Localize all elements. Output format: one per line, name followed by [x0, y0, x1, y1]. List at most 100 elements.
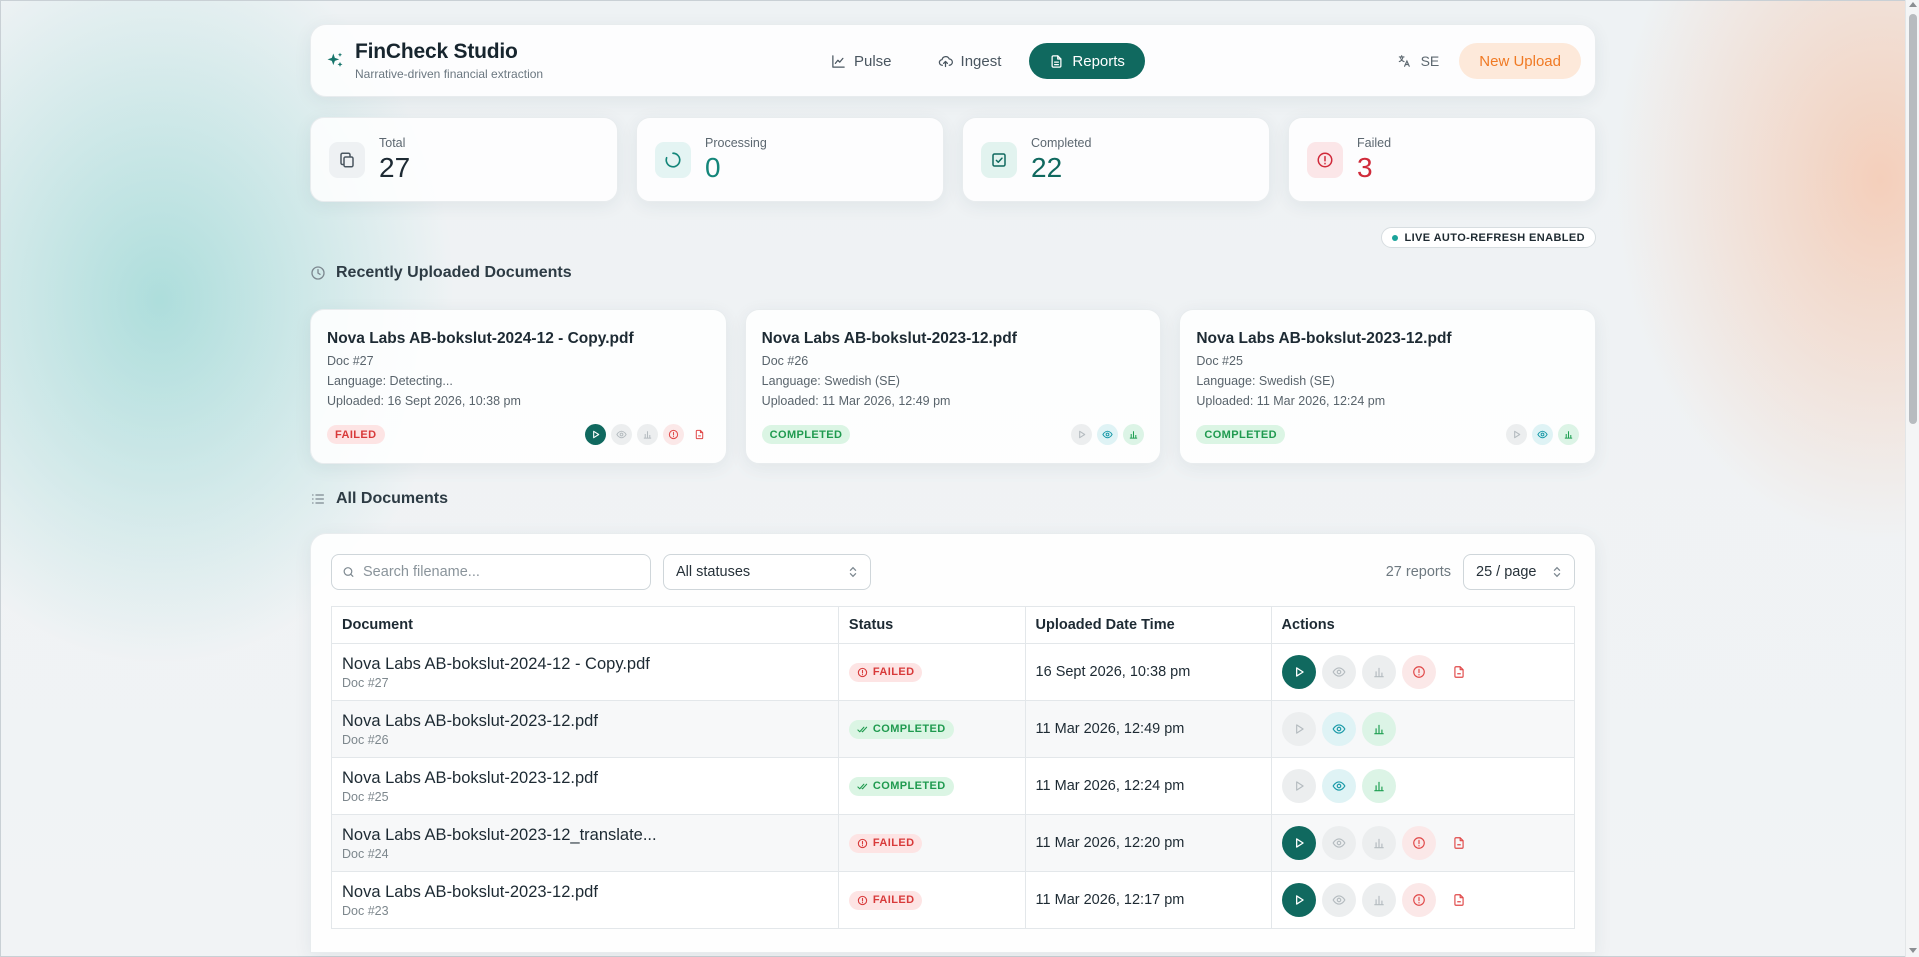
table-row[interactable]: Nova Labs AB-bokslut-2024-12 - Copy.pdf … [331, 643, 1576, 701]
brand[interactable]: FinCheck Studio Narrative-driven financi… [325, 40, 543, 81]
table-row[interactable]: Nova Labs AB-bokslut-2023-12.pdf Doc #25… [331, 757, 1576, 815]
run-button[interactable] [1281, 883, 1316, 917]
play-icon [1295, 724, 1304, 734]
stat-processing-value: 0 [705, 151, 721, 183]
status-badge: COMPLETED [761, 425, 851, 444]
clock-icon [311, 266, 325, 280]
page-scrollbar[interactable] [1905, 0, 1919, 957]
recent-card[interactable]: Nova Labs AB-bokslut-2024-12 - Copy.pdf … [310, 309, 727, 464]
recent-card[interactable]: Nova Labs AB-bokslut-2023-12.pdf Doc #26… [744, 309, 1162, 464]
run-button[interactable] [1281, 655, 1316, 689]
analytics-button[interactable] [1361, 769, 1396, 803]
search-box[interactable] [331, 554, 651, 590]
error-info-icon[interactable] [662, 424, 684, 445]
stat-total: Total 27 [310, 117, 618, 202]
status-badge: COMPLETED [848, 719, 954, 739]
document-name[interactable]: Nova Labs AB-bokslut-2023-12.pdf [342, 711, 598, 730]
app-header: FinCheck Studio Narrative-driven financi… [310, 24, 1596, 97]
play-icon [1295, 895, 1304, 905]
pdf-button[interactable] [1442, 883, 1476, 917]
nav-ingest[interactable]: Ingest [920, 43, 1020, 79]
nav-pulse[interactable]: Pulse [813, 43, 910, 79]
eye-icon[interactable] [1097, 424, 1119, 445]
column-header-uploaded[interactable]: Uploaded Date Time [1024, 606, 1272, 644]
view-button[interactable] [1321, 712, 1356, 746]
live-row: LIVE AUTO-REFRESH ENABLED [310, 227, 1596, 248]
run-button[interactable] [1281, 826, 1316, 860]
new-upload-button[interactable]: New Upload [1459, 43, 1581, 79]
stat-processing: Processing 0 [636, 117, 944, 202]
documents-table: Document Status Uploaded Date Time Actio… [331, 606, 1576, 929]
eye-icon [1332, 724, 1346, 734]
recent-card-language: Language: Swedish (SE) [761, 374, 900, 388]
row-actions [1281, 826, 1564, 860]
document-name[interactable]: Nova Labs AB-bokslut-2023-12.pdf [342, 768, 598, 787]
play-icon[interactable] [584, 424, 606, 445]
status-badge-label: COMPLETED [872, 780, 946, 792]
document-name[interactable]: Nova Labs AB-bokslut-2023-12.pdf [342, 882, 598, 901]
table-row[interactable]: Nova Labs AB-bokslut-2023-12_translate..… [331, 814, 1576, 872]
error-details-button[interactable] [1401, 655, 1436, 689]
live-refresh-label: LIVE AUTO-REFRESH ENABLED [1404, 231, 1585, 244]
bar-chart-icon[interactable] [1558, 424, 1580, 445]
stat-processing-label: Processing [705, 135, 767, 150]
scroll-down-icon[interactable] [1909, 948, 1917, 953]
pdf-icon [1453, 837, 1464, 849]
view-button[interactable] [1321, 883, 1356, 917]
analytics-button[interactable] [1361, 826, 1396, 860]
error-details-button[interactable] [1401, 826, 1436, 860]
recent-card-uploaded: Uploaded: 16 Sept 2026, 10:38 pm [327, 394, 521, 408]
alert-circle-icon [857, 838, 868, 848]
bar-chart-icon[interactable] [636, 424, 658, 445]
recent-card-language: Language: Detecting... [327, 374, 453, 388]
table-row[interactable]: Nova Labs AB-bokslut-2023-12.pdf Doc #26… [331, 700, 1576, 758]
bar-chart-icon [1373, 895, 1384, 906]
app-title: FinCheck Studio [355, 40, 518, 63]
play-icon[interactable] [1506, 424, 1528, 445]
analytics-button[interactable] [1361, 883, 1396, 917]
analytics-button[interactable] [1361, 655, 1396, 689]
view-button[interactable] [1321, 769, 1356, 803]
view-button[interactable] [1321, 655, 1356, 689]
run-button[interactable] [1281, 712, 1316, 746]
eye-icon [1332, 667, 1346, 677]
document-name[interactable]: Nova Labs AB-bokslut-2024-12 - Copy.pdf [342, 654, 650, 673]
recent-card-actions [1071, 424, 1145, 445]
status-filter-select[interactable]: All statuses [663, 554, 871, 590]
stat-failed-label: Failed [1357, 135, 1392, 150]
play-icon[interactable] [1071, 424, 1093, 445]
bar-chart-icon[interactable] [1123, 424, 1145, 445]
recent-card[interactable]: Nova Labs AB-bokslut-2023-12.pdf Doc #25… [1179, 309, 1597, 464]
eye-icon[interactable] [1532, 424, 1554, 445]
document-name[interactable]: Nova Labs AB-bokslut-2023-12_translate..… [342, 825, 657, 844]
scrollbar-thumb[interactable] [1909, 14, 1917, 424]
error-details-button[interactable] [1401, 883, 1436, 917]
pdf-button[interactable] [1442, 655, 1476, 689]
column-header-document[interactable]: Document [331, 606, 839, 644]
eye-icon [1332, 838, 1346, 848]
language-switch[interactable]: SE [1391, 53, 1446, 69]
stat-completed-label: Completed [1031, 135, 1092, 150]
scroll-up-icon[interactable] [1909, 2, 1917, 7]
uploaded-time: 11 Mar 2026, 12:17 pm [1024, 871, 1272, 929]
table-row[interactable]: Nova Labs AB-bokslut-2023-12.pdf Doc #23… [331, 871, 1576, 929]
pdf-icon[interactable] [689, 424, 710, 445]
recent-card-uploaded: Uploaded: 11 Mar 2026, 12:49 pm [761, 394, 951, 408]
report-count: 27 reports [1385, 564, 1451, 580]
stats-row: Total 27 Processing 0 Completed 22 [310, 117, 1596, 202]
translate-icon [1398, 55, 1410, 67]
double-check-icon [857, 726, 868, 732]
column-header-status[interactable]: Status [837, 606, 1026, 644]
pdf-icon [1453, 894, 1464, 906]
run-button[interactable] [1281, 769, 1316, 803]
eye-icon[interactable] [610, 424, 632, 445]
nav-reports[interactable]: Reports [1029, 43, 1145, 79]
pdf-button[interactable] [1442, 826, 1476, 860]
view-button[interactable] [1321, 826, 1356, 860]
recent-card-uploaded: Uploaded: 11 Mar 2026, 12:24 pm [1196, 394, 1386, 408]
recent-card-actions [1506, 424, 1580, 445]
page-size-select[interactable]: 25 / page [1463, 554, 1575, 590]
documents-panel: All statuses 27 reports 25 / page Docume… [310, 533, 1596, 953]
analytics-button[interactable] [1361, 712, 1396, 746]
search-input[interactable] [363, 564, 640, 580]
